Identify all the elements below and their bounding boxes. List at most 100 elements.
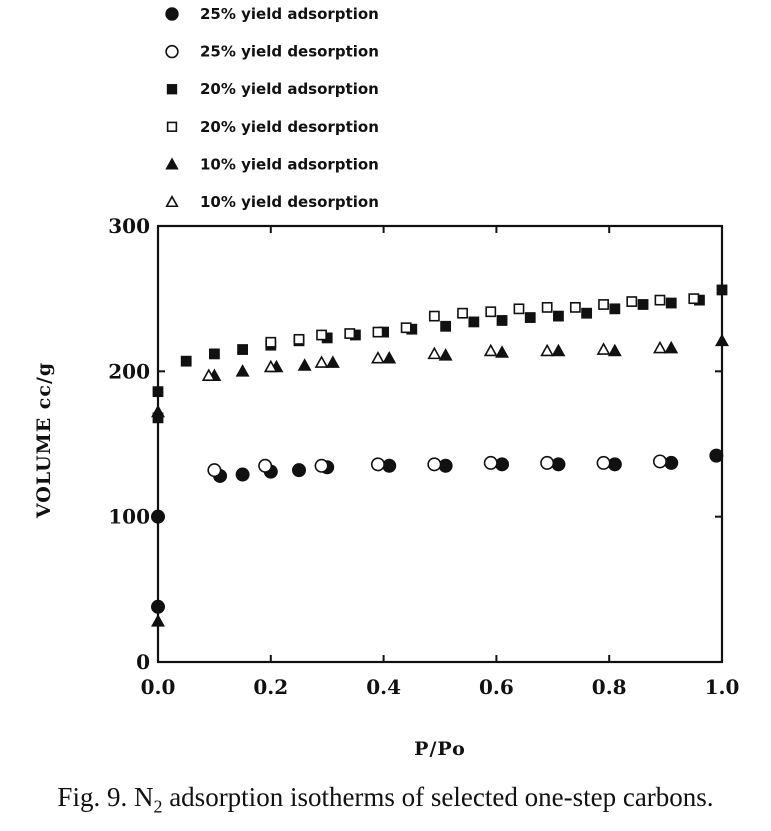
data-point-triangle-open — [314, 355, 329, 368]
data-point-square-filled — [152, 386, 164, 398]
data-point-triangle-filled — [607, 343, 622, 357]
data-point-square-filled — [237, 344, 248, 355]
x-tick-label: 0.4 — [366, 675, 401, 699]
data-point-square-open — [344, 328, 356, 339]
data-point-triangle-filled — [551, 343, 566, 357]
data-point-circle-filled — [235, 467, 250, 482]
data-point-circle-filled — [664, 455, 679, 470]
data-point-triangle-filled — [664, 340, 679, 354]
data-point-square-filled — [581, 307, 593, 319]
data-point-triangle-open — [201, 368, 216, 381]
data-point-triangle-filled — [495, 345, 509, 358]
data-point-circle-filled — [495, 457, 510, 472]
legend-label: 20% yield adsorption — [200, 80, 379, 98]
series-square-open — [265, 293, 700, 348]
caption-prefix: Fig. 9. N — [57, 782, 154, 812]
data-point-circle-open — [596, 455, 611, 470]
data-point-triangle-open — [653, 340, 667, 354]
x-tick-label: 1.0 — [705, 675, 740, 699]
data-point-square-filled — [665, 297, 677, 309]
legend-marker-triangle-open — [165, 195, 179, 208]
data-point-square-filled — [440, 320, 452, 332]
y-tick-label: 100 — [108, 505, 150, 529]
data-point-triangle-filled — [151, 614, 165, 627]
legend-label: 10% yield adsorption — [200, 155, 379, 173]
figure-caption: Fig. 9. N2 adsorption isotherms of selec… — [0, 782, 771, 817]
data-point-square-open — [400, 322, 412, 334]
data-point-circle-filled — [382, 458, 397, 473]
series-circle-open — [207, 454, 667, 478]
legend-marker-triangle-filled — [165, 157, 179, 170]
data-point-square-filled — [553, 310, 564, 322]
data-points — [151, 284, 729, 627]
data-point-square-filled — [209, 348, 220, 360]
data-point-square-filled — [180, 355, 192, 367]
legend-marker-circle-filled — [165, 7, 179, 21]
data-point-triangle-open — [371, 351, 385, 364]
data-point-square-filled — [716, 284, 728, 296]
series-circle-filled — [151, 448, 724, 614]
data-point-circle-filled — [709, 448, 724, 463]
data-point-circle-filled — [291, 463, 306, 478]
caption-subscript: 2 — [153, 796, 163, 817]
legend-label: 25% yield adsorption — [200, 5, 379, 23]
data-point-triangle-open — [596, 342, 611, 355]
x-tick-label: 0.0 — [141, 675, 176, 699]
data-point-circle-filled — [151, 509, 166, 524]
data-point-square-open — [316, 329, 327, 341]
data-point-triangle-filled — [382, 351, 397, 364]
data-point-circle-open — [540, 455, 555, 470]
data-point-triangle-filled — [438, 348, 453, 361]
data-point-square-filled — [637, 299, 649, 310]
data-point-triangle-open — [540, 343, 555, 357]
data-point-square-filled — [468, 316, 480, 328]
data-point-circle-open — [652, 454, 667, 469]
x-tick-label: 0.6 — [479, 675, 514, 699]
data-point-square-open — [265, 336, 277, 348]
data-point-circle-filled — [438, 458, 453, 473]
data-point-circle-open — [258, 458, 273, 473]
data-point-triangle-filled — [235, 364, 250, 377]
data-point-square-open — [541, 301, 553, 313]
data-point-circle-open — [314, 458, 329, 473]
legend-label: 10% yield desorption — [200, 193, 379, 211]
legend-marker-circle-open — [165, 44, 179, 59]
y-tick-label: 200 — [108, 359, 150, 383]
data-point-circle-filled — [607, 457, 622, 472]
data-point-square-open — [485, 306, 497, 318]
series-triangle-open — [201, 340, 667, 381]
data-point-square-filled — [524, 312, 536, 323]
data-point-triangle-open — [263, 359, 278, 373]
series-triangle-filled — [151, 333, 729, 627]
plot-frame — [156, 224, 724, 664]
legend-label: 25% yield desorption — [200, 43, 379, 61]
data-point-circle-filled — [151, 599, 166, 614]
x-axis-title: P/Po — [414, 738, 466, 760]
data-point-circle-open — [427, 457, 442, 472]
series-square-filled — [152, 284, 728, 424]
data-point-triangle-filled — [715, 333, 729, 347]
data-point-square-filled — [609, 303, 621, 315]
data-point-triangle-open — [427, 346, 442, 360]
data-point-square-open — [293, 333, 305, 345]
y-tick-label: 300 — [108, 214, 150, 238]
data-point-square-open — [372, 326, 384, 338]
legend-marker-square-filled — [166, 84, 178, 95]
data-point-circle-open — [207, 463, 222, 478]
data-point-square-open — [626, 296, 638, 307]
data-point-triangle-filled — [325, 355, 340, 368]
axis-ticks: 0.0 0.2 0.4 0.6 0.8 1.0 0 100 200 300 — [108, 214, 739, 699]
data-point-square-open — [654, 294, 666, 306]
y-axis-title: VOLUME cc/g — [33, 362, 55, 519]
data-point-square-filled — [496, 315, 508, 326]
caption-suffix: adsorption isotherms of selected one-ste… — [162, 782, 714, 812]
data-point-square-open — [457, 307, 468, 319]
data-point-square-open — [569, 301, 581, 313]
data-point-circle-open — [370, 457, 385, 472]
data-point-triangle-filled — [151, 404, 165, 418]
data-point-circle-filled — [551, 457, 566, 472]
data-point-square-open — [598, 299, 609, 310]
x-tick-label: 0.8 — [592, 675, 627, 699]
legend-label: 20% yield desorption — [200, 118, 379, 136]
